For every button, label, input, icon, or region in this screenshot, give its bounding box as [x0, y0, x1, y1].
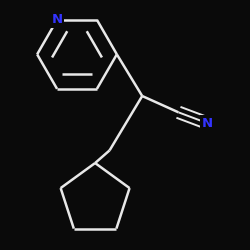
Text: N: N	[52, 13, 63, 26]
Text: N: N	[202, 117, 213, 130]
